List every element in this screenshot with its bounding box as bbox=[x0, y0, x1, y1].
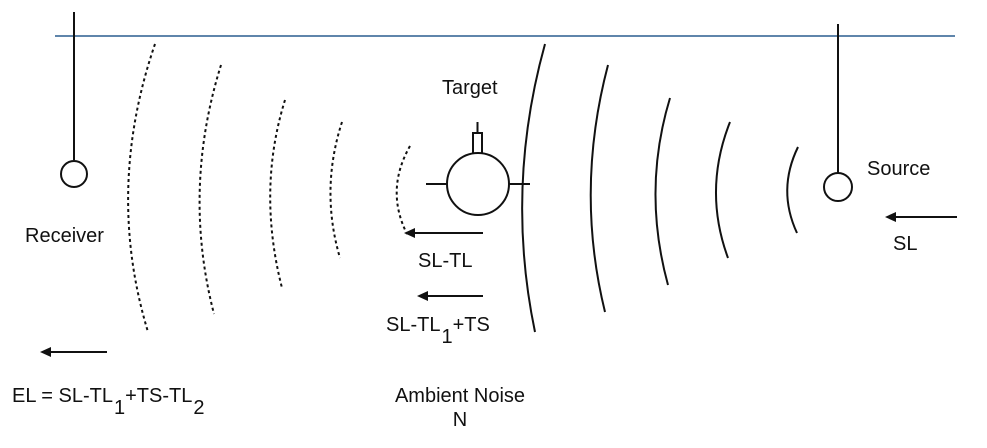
outgoing-wave-1 bbox=[521, 43, 546, 333]
outgoing-wave-3 bbox=[654, 97, 671, 286]
echo-subscript: 1 bbox=[441, 326, 453, 348]
outgoing-wave-5 bbox=[786, 146, 799, 234]
arrows bbox=[40, 212, 957, 357]
echo-arrow bbox=[417, 291, 483, 301]
echo-wave-4 bbox=[329, 121, 343, 259]
source-label: Source bbox=[867, 158, 931, 180]
outgoing-wave-2 bbox=[589, 64, 609, 313]
echo-wave-3 bbox=[269, 99, 286, 289]
el-subscript-2: 2 bbox=[193, 397, 205, 419]
sl-arrow bbox=[885, 212, 957, 222]
el-subscript-1: 1 bbox=[113, 397, 126, 419]
sl-tl-arrow bbox=[404, 228, 483, 238]
outgoing-wave-4 bbox=[715, 121, 731, 259]
el-prefix: EL = SL-TL bbox=[12, 385, 113, 407]
echo-wave-1 bbox=[127, 43, 156, 333]
echo-level-label: SL-TL1+TS bbox=[386, 313, 490, 348]
echo-wave-2 bbox=[198, 64, 222, 315]
echo-wavefronts bbox=[127, 43, 411, 333]
source-projector bbox=[823, 24, 853, 202]
echo-suffix: +TS bbox=[452, 314, 490, 336]
target-hull bbox=[446, 152, 510, 216]
echo-prefix: SL-TL bbox=[386, 314, 441, 336]
receiver-hydrophone bbox=[60, 12, 88, 188]
el-equation-label: EL = SL-TL1+TS-TL2 bbox=[12, 384, 204, 419]
target-mast bbox=[472, 132, 483, 156]
ambient-line-2: N bbox=[452, 409, 468, 431]
ambient-line-1: Ambient Noise bbox=[394, 385, 526, 407]
el-arrow bbox=[40, 347, 107, 357]
ambient-noise-label: Ambient Noise N bbox=[370, 384, 550, 432]
sl-label: SL bbox=[893, 233, 918, 255]
target-object bbox=[426, 122, 530, 216]
target-label: Target bbox=[442, 77, 498, 99]
source-circle bbox=[823, 172, 853, 202]
echo-wave-5 bbox=[395, 145, 411, 235]
receiver-label: Receiver bbox=[25, 225, 104, 247]
outgoing-wavefronts bbox=[521, 43, 799, 333]
sl-tl-label: SL-TL bbox=[418, 250, 473, 272]
el-mid: +TS-TL bbox=[125, 385, 193, 407]
receiver-circle bbox=[60, 160, 88, 188]
